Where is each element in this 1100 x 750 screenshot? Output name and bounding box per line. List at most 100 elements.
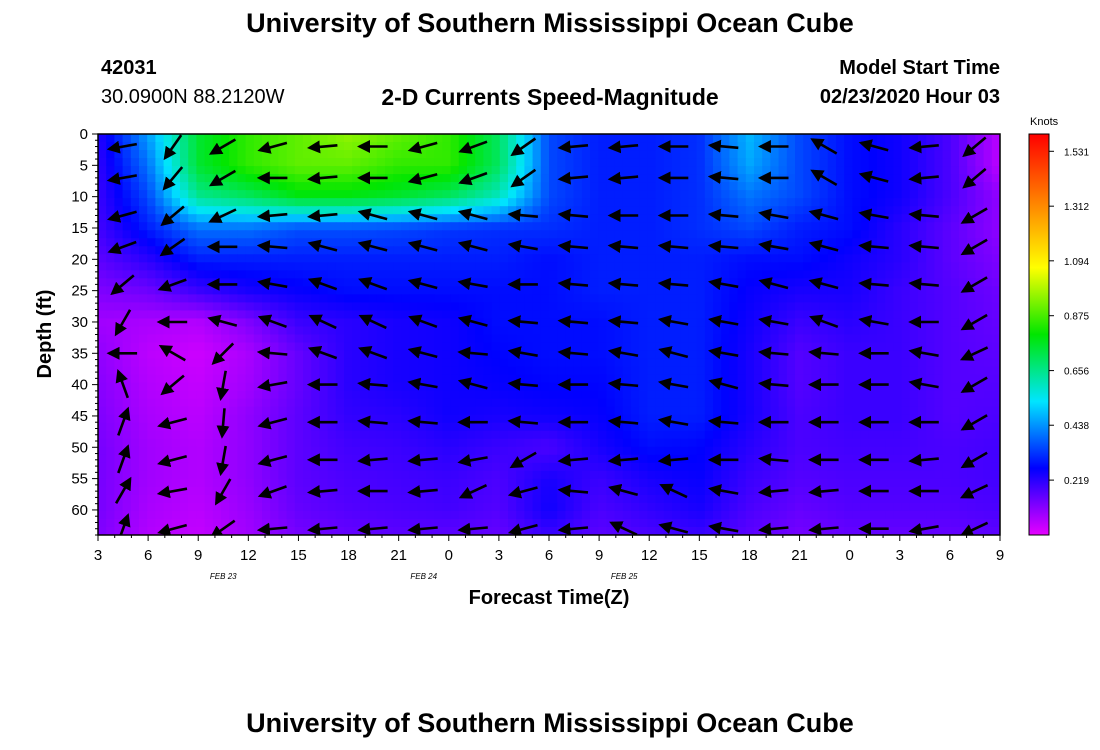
heatmap-cell (311, 334, 320, 344)
heatmap-cell (598, 198, 607, 207)
heatmap-cell (918, 278, 927, 287)
heatmap-cell (508, 454, 517, 464)
heatmap-cell (942, 166, 952, 175)
heatmap-cell (721, 150, 730, 159)
heatmap-cell (188, 206, 197, 215)
heatmap-cell (286, 422, 296, 432)
heatmap-cell (803, 182, 812, 191)
heatmap-cell (885, 166, 894, 175)
heatmap-cell (893, 286, 903, 295)
heatmap-cell (795, 318, 804, 328)
heatmap-cell (262, 302, 271, 312)
heatmap-cell (590, 358, 599, 368)
heatmap-cell (147, 358, 156, 368)
heatmap-cell (491, 406, 501, 416)
heatmap-cell (335, 366, 345, 376)
heatmap-cell (950, 286, 960, 295)
heatmap-cell (803, 422, 812, 432)
heatmap-cell (212, 206, 222, 215)
heatmap-cell (106, 198, 115, 207)
heatmap-cell (557, 358, 566, 368)
heatmap-cell (647, 134, 657, 143)
heatmap-cell (344, 318, 353, 328)
heatmap-cell (729, 422, 739, 432)
heatmap-cell (852, 310, 862, 320)
heatmap-cell (704, 198, 714, 207)
heatmap-cell (188, 430, 197, 440)
heatmap-cell (836, 206, 845, 215)
heatmap-cell (868, 326, 878, 336)
heatmap-cell (212, 262, 222, 271)
heatmap-cell (942, 350, 952, 360)
heatmap-cell (704, 438, 714, 448)
heatmap-cell (303, 150, 312, 159)
heatmap-cell (991, 182, 1000, 191)
heatmap-cell (631, 246, 640, 255)
heatmap-cell (696, 430, 706, 440)
heatmap-cell (393, 494, 402, 504)
heatmap-cell (631, 374, 640, 384)
heatmap-cell (475, 206, 484, 215)
heatmap-cell (770, 190, 780, 199)
heatmap-cell (827, 254, 837, 263)
heatmap-cell (483, 398, 493, 408)
heatmap-cell (762, 294, 771, 304)
heatmap-cell (655, 166, 665, 175)
heatmap-cell (155, 150, 165, 159)
heatmap-cell (253, 134, 263, 143)
heatmap-cell (827, 286, 837, 295)
heatmap-cell (270, 422, 279, 432)
heatmap-cell (130, 470, 140, 480)
heatmap-cell (417, 478, 427, 488)
heatmap-cell (704, 182, 714, 191)
heatmap-cell (385, 366, 394, 376)
heatmap-cell (442, 318, 452, 328)
heatmap-cell (393, 302, 402, 312)
heatmap-cell (237, 270, 247, 279)
heatmap-cell (524, 158, 534, 167)
heatmap-cell (180, 438, 189, 448)
heatmap-cell (483, 326, 493, 336)
heatmap-cell (229, 190, 238, 199)
heatmap-cell (721, 414, 730, 424)
heatmap-cell (253, 446, 263, 456)
heatmap-cell (319, 350, 329, 360)
heatmap-cell (245, 342, 255, 352)
heatmap-cell (672, 446, 681, 456)
heatmap-cell (737, 326, 747, 336)
heatmap-cell (532, 254, 542, 263)
heatmap-cell (532, 206, 542, 215)
heatmap-cell (901, 366, 911, 376)
heatmap-cell (614, 334, 624, 344)
heatmap-cell (196, 270, 206, 279)
heatmap-cell (253, 198, 263, 207)
heatmap-cell (901, 150, 911, 159)
heatmap-cell (467, 366, 476, 376)
heatmap-cell (868, 334, 878, 344)
heatmap-cell (737, 206, 747, 215)
heatmap-cell (180, 462, 189, 472)
heatmap-cell (196, 174, 206, 183)
heatmap-cell (565, 390, 575, 400)
heatmap-cell (991, 334, 1000, 344)
heatmap-cell (483, 302, 493, 312)
heatmap-cell (491, 262, 501, 271)
heatmap-cell (639, 486, 648, 496)
heatmap-cell (590, 230, 599, 239)
heatmap-cell (335, 214, 345, 223)
heatmap-cell (901, 486, 911, 496)
heatmap-cell (335, 454, 345, 464)
heatmap-cell (229, 158, 238, 167)
heatmap-cell (335, 270, 345, 279)
heatmap-cell (581, 342, 591, 352)
heatmap-cell (319, 286, 329, 295)
heatmap-cell (885, 310, 894, 320)
heatmap-cell (754, 230, 763, 239)
heatmap-cell (532, 390, 542, 400)
heatmap-cell (155, 414, 165, 424)
heatmap-cell (368, 462, 378, 472)
heatmap-cell (499, 222, 509, 231)
heatmap-cell (516, 430, 525, 440)
heatmap-cell (590, 462, 599, 472)
heatmap-cell (344, 494, 353, 504)
